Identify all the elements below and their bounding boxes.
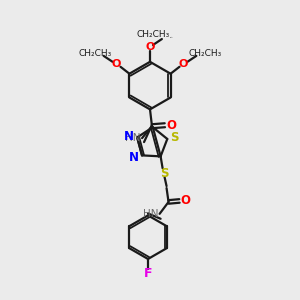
Text: CH₂CH₃: CH₂CH₃ (189, 50, 222, 58)
Text: HN: HN (143, 209, 158, 219)
Text: CH₂CH₃: CH₂CH₃ (136, 30, 170, 39)
Text: ethyl: ethyl (170, 36, 173, 38)
Text: O: O (180, 194, 190, 207)
Text: F: F (144, 267, 152, 280)
Text: S: S (170, 131, 178, 145)
Text: S: S (160, 167, 169, 180)
Text: O: O (179, 59, 188, 69)
Text: HN: HN (125, 133, 141, 143)
Text: N: N (124, 130, 134, 143)
Text: N: N (129, 151, 139, 164)
Text: O: O (167, 119, 177, 132)
Text: O: O (145, 42, 155, 52)
Text: O: O (112, 59, 121, 69)
Text: CH₂CH₃: CH₂CH₃ (78, 50, 111, 58)
